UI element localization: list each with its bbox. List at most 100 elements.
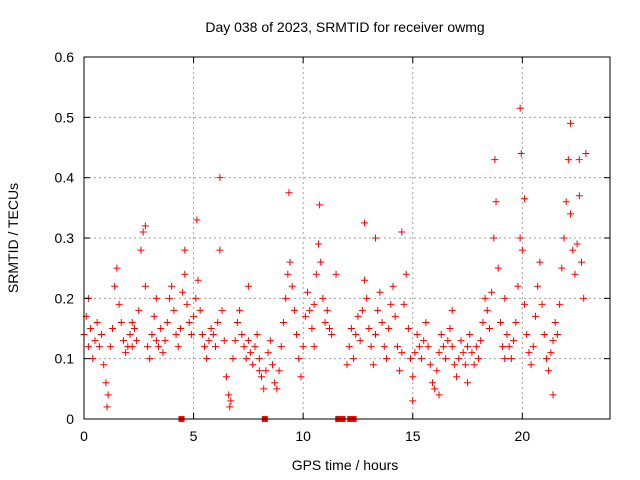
data-point bbox=[216, 174, 224, 182]
data-point bbox=[231, 337, 239, 345]
chart-title: Day 038 of 2023, SRMTID for receiver owm… bbox=[205, 19, 484, 35]
data-point bbox=[361, 276, 369, 284]
data-point bbox=[358, 306, 366, 314]
data-point bbox=[144, 343, 152, 351]
data-point bbox=[229, 355, 237, 363]
data-point bbox=[242, 355, 250, 363]
data-point bbox=[157, 325, 165, 332]
data-point bbox=[222, 373, 230, 381]
data-point bbox=[385, 325, 393, 332]
data-point bbox=[435, 391, 443, 399]
data-point bbox=[260, 385, 268, 393]
data-point bbox=[284, 270, 292, 278]
data-point bbox=[367, 343, 375, 351]
data-point bbox=[374, 306, 382, 314]
data-point bbox=[288, 282, 296, 290]
data-point bbox=[226, 403, 234, 411]
data-point bbox=[428, 379, 436, 387]
data-point bbox=[198, 331, 206, 339]
data-point bbox=[361, 219, 369, 227]
data-point bbox=[190, 312, 198, 320]
data-point bbox=[491, 156, 499, 164]
y-tick-label: 0 bbox=[66, 411, 74, 427]
data-point bbox=[216, 246, 224, 254]
data-point bbox=[442, 355, 450, 363]
data-point bbox=[481, 294, 489, 302]
data-point bbox=[477, 337, 485, 345]
data-point bbox=[365, 325, 373, 332]
data-point bbox=[545, 367, 553, 375]
data-point bbox=[93, 318, 101, 326]
data-point bbox=[575, 192, 583, 200]
data-point bbox=[503, 331, 511, 339]
data-point bbox=[183, 300, 191, 308]
data-point bbox=[420, 337, 428, 345]
data-point bbox=[564, 156, 572, 164]
data-point bbox=[424, 343, 432, 351]
data-point bbox=[492, 198, 500, 206]
data-point bbox=[290, 306, 298, 314]
data-point bbox=[139, 228, 147, 236]
data-point bbox=[316, 201, 324, 209]
data-point bbox=[214, 318, 222, 326]
data-point bbox=[371, 234, 379, 242]
data-point bbox=[573, 240, 581, 248]
data-point bbox=[207, 325, 215, 332]
data-point bbox=[174, 343, 182, 351]
data-point bbox=[582, 150, 590, 158]
data-point bbox=[87, 325, 95, 332]
data-point bbox=[501, 294, 509, 302]
data-point bbox=[115, 300, 123, 308]
data-point bbox=[141, 222, 149, 230]
data-point bbox=[310, 343, 318, 351]
data-point bbox=[435, 349, 443, 357]
data-point bbox=[168, 282, 176, 290]
data-point bbox=[128, 343, 136, 351]
data-point bbox=[556, 300, 564, 308]
data-point bbox=[332, 270, 340, 278]
data-point bbox=[389, 282, 397, 290]
data-point bbox=[536, 258, 544, 266]
data-point bbox=[433, 367, 441, 375]
data-point bbox=[108, 325, 116, 332]
data-point bbox=[527, 361, 535, 369]
data-point bbox=[461, 361, 469, 369]
y-tick-label: 0.3 bbox=[55, 230, 75, 246]
data-point bbox=[100, 361, 108, 369]
data-point bbox=[277, 343, 285, 351]
data-point bbox=[84, 343, 92, 351]
data-point bbox=[113, 264, 121, 272]
data-point bbox=[393, 343, 401, 351]
data-point bbox=[560, 234, 568, 242]
data-point bbox=[295, 355, 303, 363]
data-point bbox=[328, 331, 336, 339]
data-point bbox=[494, 264, 502, 272]
data-point bbox=[376, 288, 384, 296]
y-tick-label: 0.6 bbox=[55, 49, 75, 65]
data-point bbox=[152, 294, 160, 302]
data-point bbox=[413, 331, 421, 339]
data-point bbox=[518, 246, 526, 254]
data-point bbox=[262, 367, 270, 375]
data-point bbox=[89, 355, 97, 363]
data-point bbox=[350, 355, 358, 363]
data-point bbox=[130, 325, 138, 332]
data-point bbox=[505, 343, 513, 351]
data-point bbox=[345, 343, 353, 351]
data-point bbox=[285, 189, 293, 197]
data-point bbox=[483, 306, 491, 314]
data-point bbox=[578, 258, 586, 266]
data-point bbox=[352, 331, 360, 339]
data-point bbox=[266, 337, 274, 345]
data-point bbox=[569, 246, 577, 254]
data-point bbox=[203, 355, 211, 363]
data-point bbox=[244, 282, 252, 290]
data-point bbox=[464, 343, 472, 351]
data-point bbox=[343, 361, 351, 369]
data-point bbox=[547, 349, 555, 357]
data-point bbox=[133, 337, 141, 345]
y-tick-label: 0.5 bbox=[55, 109, 75, 125]
data-point bbox=[472, 343, 480, 351]
data-point bbox=[172, 331, 180, 339]
